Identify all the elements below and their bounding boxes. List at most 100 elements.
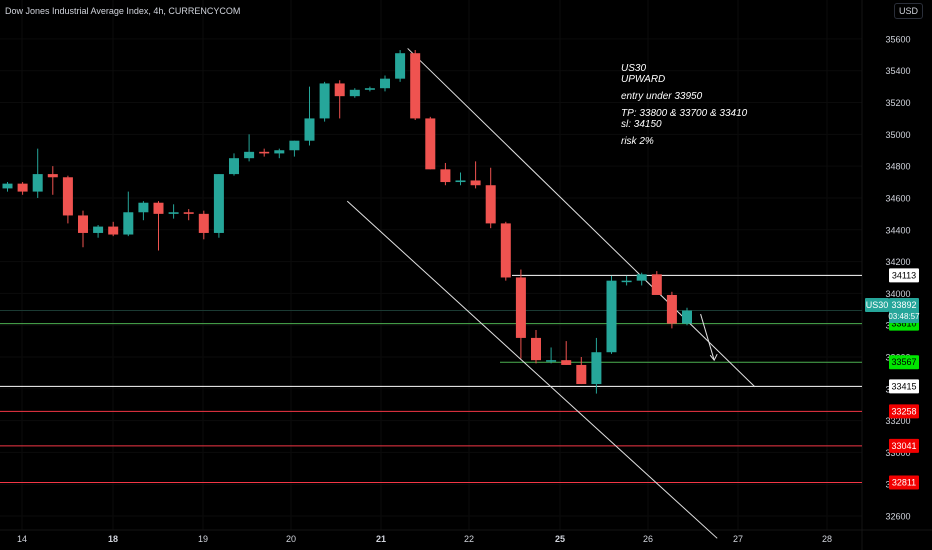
symbol-badge-bg <box>865 298 889 312</box>
annotation-line: sl: 34150 <box>621 119 662 130</box>
candle-body <box>138 202 149 213</box>
candle-body <box>93 226 104 233</box>
candle-body <box>636 274 647 281</box>
symbol-badge: US30 <box>866 300 889 310</box>
annotation-line: risk 2% <box>621 136 654 147</box>
price-level-label-bg <box>889 475 919 490</box>
y-tick-label: 34600 <box>885 193 910 203</box>
candle-body <box>606 280 617 353</box>
x-tick-label: 14 <box>17 534 27 544</box>
price-level-label: 32811 <box>892 477 916 487</box>
x-tick-label: 18 <box>108 534 118 544</box>
y-tick-label: 33000 <box>885 448 910 458</box>
annotation-line: TP: 33800 & 33700 & 33410 <box>621 108 748 119</box>
candle-body <box>515 277 526 338</box>
price-level-label: 33041 <box>891 441 916 451</box>
candle-body <box>425 118 436 170</box>
y-tick-label: 35200 <box>885 98 910 108</box>
price-level-label-bg <box>889 268 919 283</box>
bar-countdown-label: 03:48:57 <box>888 312 920 321</box>
y-tick-label: 34000 <box>885 289 910 299</box>
candle-body <box>546 360 557 362</box>
candle-body <box>78 215 88 233</box>
candle-body <box>123 212 134 235</box>
y-tick-label: 35400 <box>885 66 910 76</box>
candle-body <box>410 53 421 119</box>
candle-body <box>229 158 239 175</box>
y-tick-label: 34400 <box>885 225 910 235</box>
projection-arrow-head <box>709 353 718 362</box>
candle-body <box>244 151 255 159</box>
x-tick-label: 19 <box>198 534 208 544</box>
candle-body <box>334 83 345 97</box>
annotation-line: entry under 33950 <box>621 91 703 102</box>
candle-body <box>440 169 451 183</box>
candle-body <box>621 280 632 283</box>
candle-body <box>259 151 270 154</box>
price-level-label-bg <box>889 355 919 370</box>
channel-line <box>346 200 718 539</box>
currency-button[interactable]: USD <box>893 3 923 19</box>
y-tick-label: 34800 <box>885 162 910 172</box>
candle-body <box>108 226 119 235</box>
price-level-label: 33415 <box>891 381 916 391</box>
candle-body <box>289 140 300 151</box>
channel-line <box>407 48 756 388</box>
candle-body <box>47 174 58 178</box>
candle-body <box>380 78 390 89</box>
y-tick-label: 35600 <box>885 34 910 44</box>
candle-body <box>274 150 285 154</box>
y-tick-label: 32600 <box>885 512 910 522</box>
candle-body <box>561 360 572 365</box>
candle-body <box>455 180 466 183</box>
candle-body <box>576 364 587 385</box>
projection-arrow-line <box>700 313 715 361</box>
annotation-line: US30 <box>621 63 647 74</box>
candle-body <box>349 89 360 97</box>
candle-body <box>531 337 541 361</box>
current-price-badge-bg <box>889 298 919 323</box>
x-tick-label: 26 <box>643 534 653 544</box>
price-level-label-bg <box>889 438 919 453</box>
x-tick-label: 27 <box>733 534 743 544</box>
trade-annotation: US30 UPWARD entry under 33950 TP: 33800 … <box>621 63 747 147</box>
price-level-label: 34113 <box>892 270 916 280</box>
candle-body <box>500 223 511 278</box>
x-tick-label: 25 <box>555 534 565 544</box>
candle-body <box>198 213 209 233</box>
candle-body <box>213 174 224 233</box>
candle-body <box>2 183 13 189</box>
candle-body <box>17 183 28 192</box>
chart-title[interactable]: Dow Jones Industrial Average Index, 4h, … <box>5 6 241 16</box>
x-tick-label: 22 <box>464 534 474 544</box>
candle-body <box>395 53 406 79</box>
candle-body <box>591 352 602 385</box>
candle-body <box>651 274 662 295</box>
candle-body <box>62 177 73 216</box>
candle-body <box>304 118 315 141</box>
price-level-label: 33258 <box>891 406 916 416</box>
candle-body <box>364 88 375 90</box>
candle-body <box>183 212 194 214</box>
candle-body <box>666 294 677 324</box>
price-level-label: 33810 <box>891 319 916 329</box>
annotation-line: UPWARD <box>621 74 666 85</box>
x-tick-label: 21 <box>376 534 386 544</box>
price-level-label: 33567 <box>891 357 916 367</box>
price-level-label-bg <box>889 379 919 394</box>
x-tick-label: 20 <box>286 534 296 544</box>
candle-body <box>319 83 330 119</box>
current-price-label: 33892 <box>891 300 916 310</box>
price-level-label-bg <box>889 404 919 419</box>
candle-body <box>153 202 164 214</box>
candle-body <box>470 180 481 186</box>
y-tick-label: 34200 <box>885 257 910 267</box>
x-tick-label: 28 <box>822 534 832 544</box>
candle-body <box>485 185 496 224</box>
y-tick-label: 33200 <box>885 416 910 426</box>
candle-body <box>682 310 692 324</box>
y-tick-label: 35000 <box>885 130 910 140</box>
candle-body <box>32 174 43 192</box>
